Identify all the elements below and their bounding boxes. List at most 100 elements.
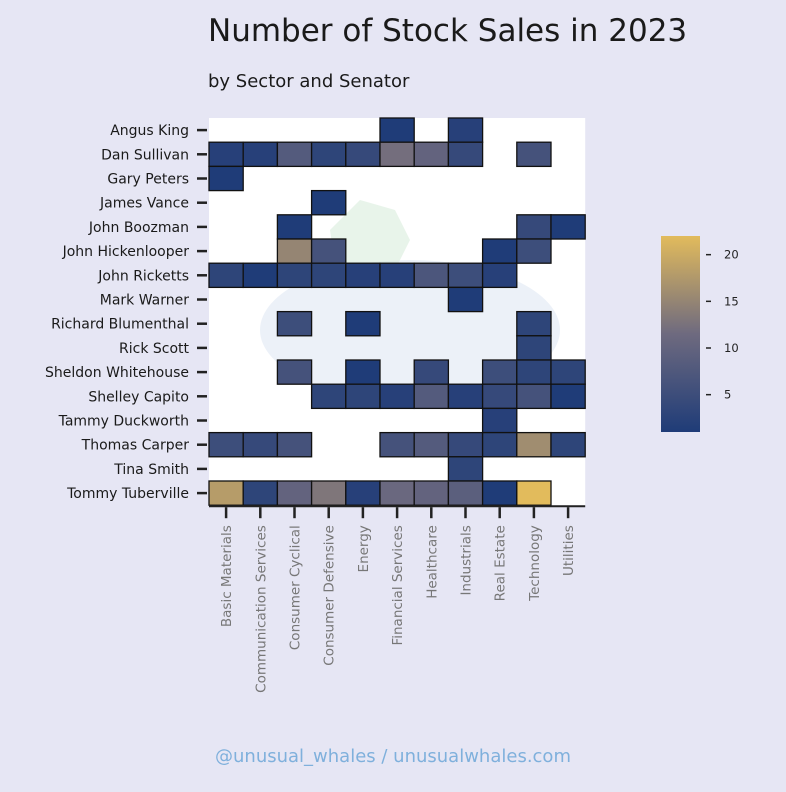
heatmap-cell: [516, 359, 552, 385]
heatmap-cell: [550, 214, 586, 240]
x-tick-label: Energy: [356, 525, 372, 572]
heatmap-cell: [345, 141, 381, 168]
heatmap-cell: [208, 141, 244, 168]
heatmap-cell: [379, 141, 415, 168]
heatmap-cell: [379, 480, 415, 506]
heatmap-cell: [310, 141, 347, 168]
y-tick-label: Tommy Tuberville: [66, 486, 189, 502]
y-tick-label: Shelley Capito: [88, 389, 189, 405]
colorbar-tick-label: 5: [724, 388, 731, 402]
footer-credit: @unusual_whales / unusualwhales.com: [215, 746, 571, 767]
heatmap-cell: [447, 117, 484, 143]
heatmap-cell: [447, 262, 484, 289]
heatmap-cell: [413, 431, 450, 458]
heatmap-cell: [345, 262, 381, 289]
heatmap-cell: [413, 359, 450, 385]
heatmap-cell: [481, 431, 518, 458]
colorbar-tick-label: 15: [724, 294, 739, 308]
heatmap-cell: [242, 141, 279, 168]
heatmap-cell: [208, 431, 244, 458]
heatmap-cell: [516, 214, 552, 240]
heatmap-cell: [379, 262, 415, 289]
heatmap-cell: [276, 480, 313, 506]
x-tick-label: Utilities: [561, 525, 577, 576]
y-tick-label: Tina Smith: [113, 462, 189, 478]
heatmap-cell: [345, 383, 381, 410]
heatmap-cell: [208, 262, 244, 289]
heatmap-cell: [345, 359, 381, 385]
heatmap-cell: [345, 310, 381, 337]
heatmap-cell: [242, 480, 279, 506]
colorbar-tick-label: 20: [724, 248, 739, 262]
y-tick-label: Angus King: [110, 123, 189, 139]
heatmap-cell: [481, 480, 518, 506]
y-tick-label: Rick Scott: [119, 341, 190, 357]
heatmap-cell: [516, 335, 552, 361]
heatmap-cell: [516, 383, 552, 410]
heatmap-cell: [276, 262, 313, 289]
y-tick-label: Sheldon Whitehouse: [45, 365, 189, 381]
heatmap-cell: [208, 165, 244, 192]
heatmap-cell: [276, 141, 313, 168]
x-tick-label: Communication Services: [253, 525, 269, 693]
heatmap-cell: [310, 480, 347, 506]
heatmap-cell: [516, 238, 552, 264]
x-tick-label: Consumer Cyclical: [288, 525, 304, 650]
heatmap-cell: [413, 262, 450, 289]
chart-title: Number of Stock Sales in 2023: [208, 13, 688, 49]
y-tick-label: Richard Blumenthal: [51, 317, 189, 333]
heatmap-cell: [242, 431, 279, 458]
y-tick-label: John Ricketts: [97, 268, 189, 284]
heatmap-cell: [208, 480, 244, 506]
heatmap-cell: [345, 480, 381, 506]
heatmap-cell: [481, 359, 518, 385]
heatmap-cell: [447, 141, 484, 168]
colorbar: [661, 236, 700, 432]
heatmap-cell: [413, 480, 450, 506]
y-tick-label: John Hickenlooper: [62, 244, 190, 260]
heatmap-cell: [276, 359, 313, 385]
heatmap-cell: [447, 480, 484, 506]
heatmap-cell: [276, 310, 313, 337]
heatmap-cell: [550, 431, 586, 458]
colorbar-tick-label: 10: [724, 341, 739, 355]
x-tick-label: Healthcare: [424, 525, 440, 599]
heatmap-cell: [310, 262, 347, 289]
heatmap-cell: [516, 480, 552, 506]
y-tick-label: Thomas Carper: [81, 438, 190, 454]
heatmap-cell: [413, 383, 450, 410]
y-tick-label: Gary Peters: [107, 172, 189, 188]
heatmap-cell: [550, 359, 586, 385]
heatmap-cell: [516, 141, 552, 168]
heatmap-cell: [481, 383, 518, 410]
heatmap-cell: [516, 310, 552, 337]
heatmap-cell: [276, 214, 313, 240]
heatmap-cell: [516, 431, 552, 458]
heatmap-cell: [413, 141, 450, 168]
heatmap-cell: [447, 286, 484, 313]
heatmap-cell: [550, 383, 586, 410]
y-tick-label: Dan Sullivan: [101, 147, 189, 163]
heatmap-cell: [276, 238, 313, 264]
heatmap-cell: [447, 431, 484, 458]
y-tick-label: Tammy Duckworth: [58, 414, 189, 430]
heatmap-cell: [310, 383, 347, 410]
y-tick-label: Mark Warner: [100, 293, 189, 309]
heatmap-cell: [481, 238, 518, 264]
x-tick-label: Basic Materials: [219, 525, 235, 627]
y-tick-label: John Boozman: [88, 220, 189, 236]
x-tick-label: Consumer Defensive: [322, 525, 338, 666]
heatmap-cell: [379, 383, 415, 410]
heatmap-cell: [481, 407, 518, 434]
leaf-watermark-icon: [330, 200, 410, 280]
heatmap-cell: [379, 117, 415, 143]
x-tick-label: Technology: [527, 525, 543, 602]
heatmap-cell: [379, 431, 415, 458]
y-tick-label: James Vance: [99, 196, 189, 212]
heatmap-cell: [276, 431, 313, 458]
heatmap-cell: [242, 262, 279, 289]
x-tick-label: Financial Services: [390, 525, 406, 645]
heatmap-cell: [310, 238, 347, 264]
heatmap-cell: [447, 456, 484, 482]
x-tick-label: Industrials: [459, 525, 475, 595]
